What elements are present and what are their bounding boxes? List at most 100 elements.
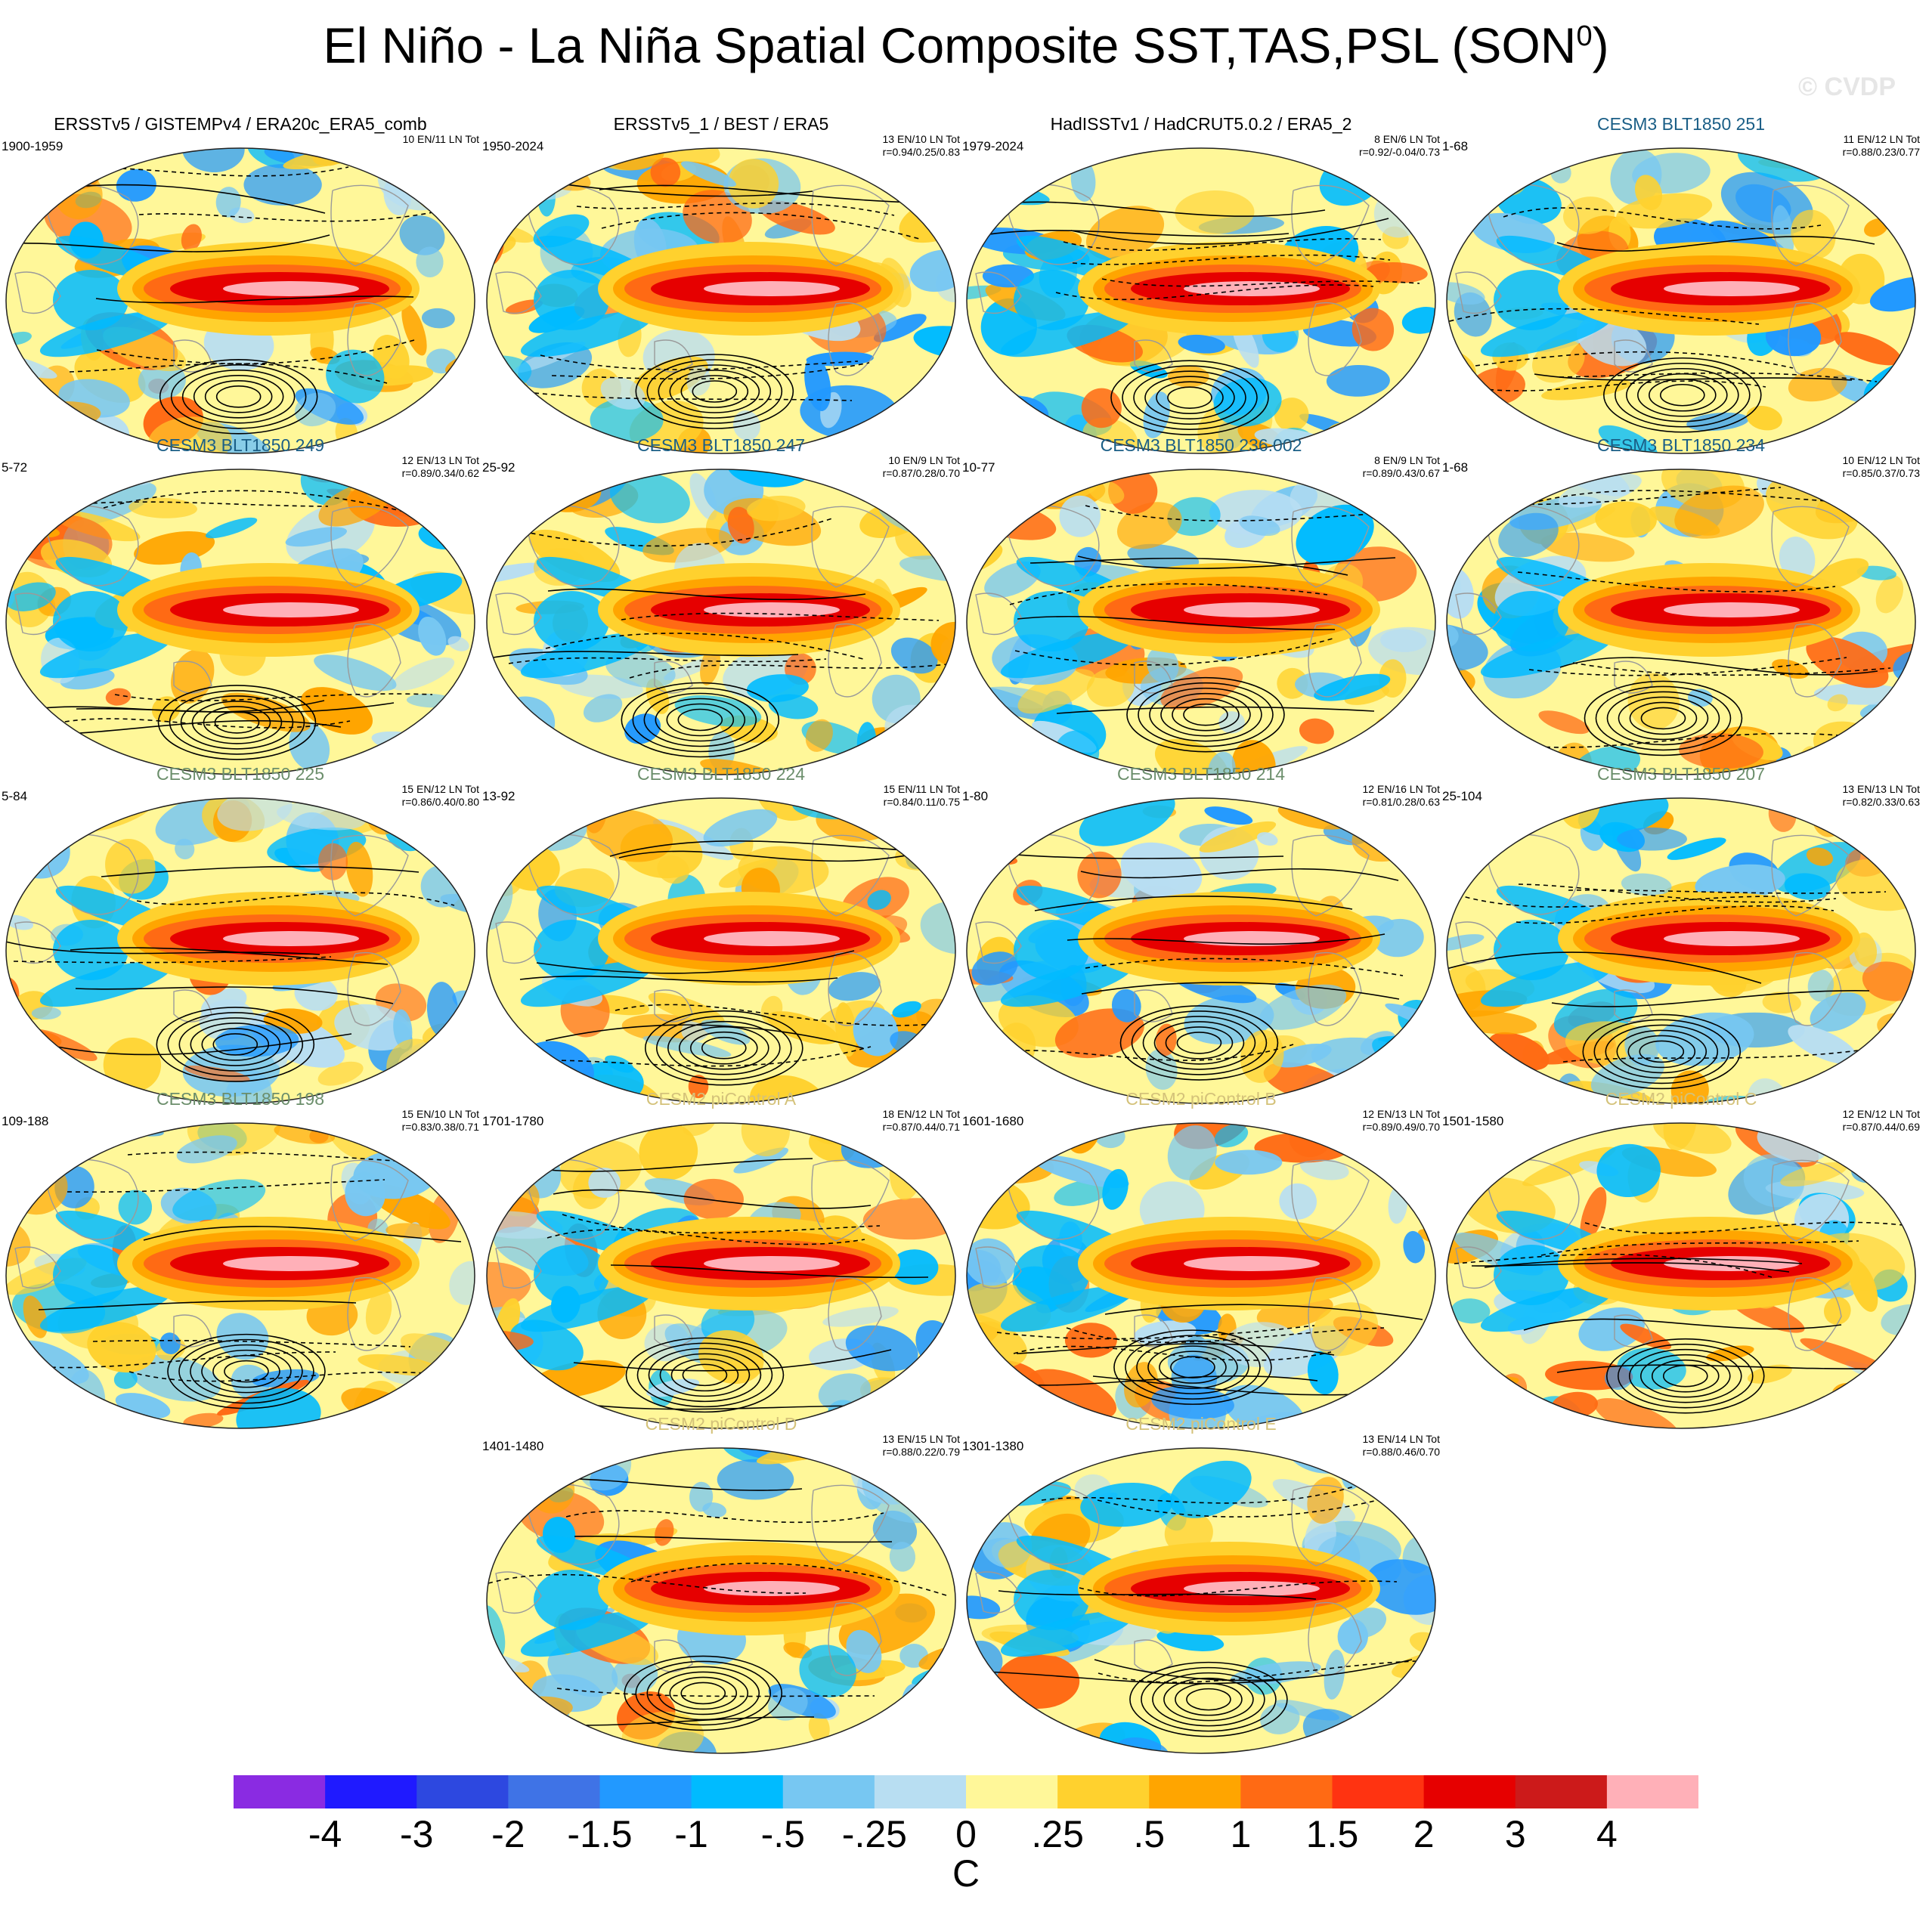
map-outline <box>966 1122 1436 1429</box>
psl-contour-solid <box>519 975 838 983</box>
psl-contour-dashed <box>551 362 870 380</box>
anomaly-blob <box>1102 1168 1129 1210</box>
anomaly-blob <box>967 401 995 432</box>
anomaly-blob <box>1372 811 1413 845</box>
psl-contour-solid <box>193 375 284 419</box>
map-plot <box>5 1122 475 1429</box>
anomaly-blob <box>890 637 938 674</box>
anomaly-blob <box>1204 806 1253 825</box>
colorbar-box <box>1606 1775 1698 1808</box>
panel-title: CESM3 BLT1850 249 <box>156 435 325 455</box>
anomaly-blob <box>1299 718 1334 744</box>
anomaly-blob <box>1869 1048 1915 1086</box>
panel-stats: 12 EN/12 LN Tot r=0.87/0.44/0.69 <box>1843 1108 1920 1134</box>
anomaly-blob <box>1388 798 1422 816</box>
coastline <box>45 184 139 265</box>
psl-contour-solid <box>1125 1335 1261 1400</box>
map-panel: CESM3 BLT1850 249 5-72 12 EN/13 LN Tot r=0.… <box>0 435 481 782</box>
psl-contour-solid <box>1627 1035 1696 1069</box>
psl-contour-dashed <box>67 1179 385 1193</box>
el-nino-warm-tongue <box>704 602 840 617</box>
anomaly-blob <box>936 510 955 536</box>
el-nino-warm-tongue <box>223 281 359 296</box>
psl-contour-solid <box>70 947 389 965</box>
la-nina-cool-lobe <box>1000 1286 1133 1332</box>
anomaly-blob <box>87 1322 156 1373</box>
anomaly-blob <box>388 148 451 178</box>
anomaly-blob <box>418 616 447 656</box>
map-outline <box>5 469 475 775</box>
psl-contour-dashed <box>1528 657 1847 676</box>
map-outline <box>966 147 1436 454</box>
coastline <box>14 271 61 314</box>
psl-contour-solid <box>1136 1340 1249 1394</box>
anomaly-blob <box>1108 469 1158 514</box>
anomaly-blob <box>805 719 833 752</box>
anomaly-blob <box>1167 1125 1217 1180</box>
psl-contour-solid <box>655 1015 792 1081</box>
psl-contour-solid <box>1582 1013 1742 1090</box>
colorbar-box <box>234 1775 326 1808</box>
anomaly-blob <box>1810 992 1866 1032</box>
anomaly-blob <box>1147 646 1179 683</box>
coastline <box>1005 184 1100 265</box>
map-panel: CESM3 BLT1850 224 13-92 15 EN/11 LN Tot r=0… <box>481 763 961 1111</box>
anomaly-blob <box>1054 1179 1110 1206</box>
colorbar-box <box>966 1775 1058 1808</box>
coastline <box>495 921 542 964</box>
map-panel: CESM2 piControl B 1601-1680 12 EN/13 LN To… <box>961 1088 1441 1436</box>
map-plot <box>5 797 475 1104</box>
anomaly-blob <box>867 890 891 910</box>
anomaly-blob <box>1169 1460 1252 1518</box>
colorbar-box <box>508 1775 601 1808</box>
anomaly-blob <box>1595 501 1657 538</box>
anomaly-blob <box>1380 1706 1435 1753</box>
psl-contour-solid <box>574 1535 893 1543</box>
anomaly-blob <box>14 148 42 175</box>
coastline <box>45 1159 139 1240</box>
map-plot <box>966 1447 1436 1754</box>
psl-contour-solid <box>658 1671 749 1716</box>
el-nino-warm-tongue <box>704 1581 840 1596</box>
coastline <box>1771 506 1850 588</box>
anomaly-blob <box>1800 1338 1890 1375</box>
psl-contour-solid <box>1447 951 1762 984</box>
anomaly-blob <box>1257 832 1278 846</box>
anomaly-blob <box>1865 798 1915 831</box>
psl-contour-dashed <box>1013 1345 1332 1361</box>
coastline <box>975 593 1022 636</box>
map-panel: CESM3 BLT1850 207 25-104 13 EN/13 LN Tot r=… <box>1441 763 1921 1111</box>
colorbar-tick-label: -.5 <box>760 1813 805 1855</box>
anomaly-blob <box>717 1459 794 1500</box>
event-count: 10 EN/12 LN Tot <box>1842 454 1920 466</box>
coastline <box>811 184 890 267</box>
coastline <box>347 1276 401 1351</box>
psl-contour-solid <box>1584 680 1743 756</box>
psl-contour-dashed <box>996 1325 1315 1340</box>
psl-contour-solid <box>1080 868 1399 881</box>
anomaly-blob <box>1872 148 1915 189</box>
coastline <box>828 1276 882 1351</box>
panel-stats: 11 EN/12 LN Tot r=0.88/0.23/0.77 <box>1843 133 1920 159</box>
panel-years: 1-68 <box>1442 460 1469 475</box>
la-nina-cool-lobe <box>520 311 653 357</box>
anomaly-blob <box>1498 512 1559 558</box>
anomaly-blob <box>1788 1025 1858 1065</box>
anomaly-blob <box>967 1595 1001 1620</box>
anomaly-blob <box>833 469 910 481</box>
psl-contour-solid <box>1471 1262 1790 1273</box>
coastline <box>975 1246 1022 1289</box>
panel-stats: 10 EN/9 LN Tot r=0.87/0.28/0.70 <box>883 454 960 480</box>
anomaly-blob <box>1788 367 1847 402</box>
coastline <box>1614 1314 1653 1347</box>
map-panel: ERSSTv5_1 / BEST / ERA5 1950-2024 13 EN/10… <box>481 113 961 461</box>
anomaly-blob <box>896 475 951 520</box>
anomaly-blob <box>105 838 156 894</box>
anomaly-blob <box>600 376 646 410</box>
anomaly-blob <box>184 1065 250 1082</box>
colorbar-box <box>325 1775 417 1808</box>
pattern-correlation: r=0.88/0.22/0.79 <box>882 1446 960 1458</box>
anomaly-blob <box>605 651 676 688</box>
psl-contour-solid <box>635 1660 772 1726</box>
psl-contour-solid <box>1639 1354 1731 1398</box>
